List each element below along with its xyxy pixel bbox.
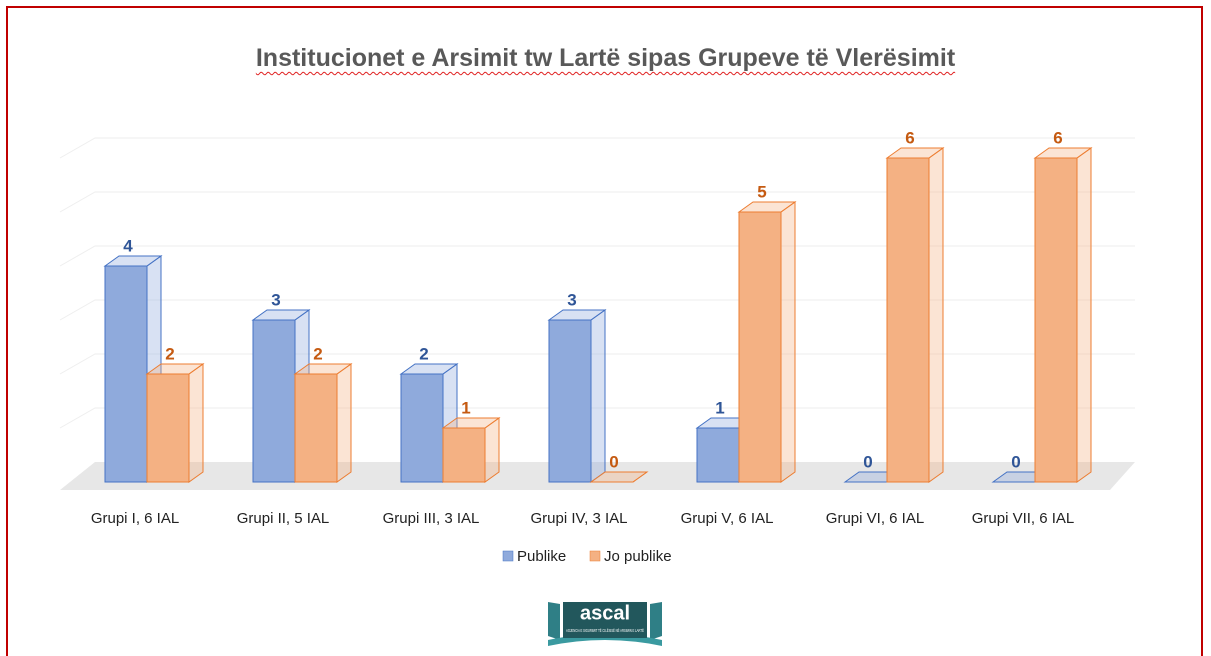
bar — [885, 147, 945, 483]
data-label: 5 — [757, 182, 766, 201]
logo-book — [548, 602, 662, 640]
data-label: 0 — [863, 452, 872, 471]
bar — [145, 363, 205, 483]
data-label: 3 — [567, 290, 576, 309]
bar-side — [780, 201, 796, 483]
bar-front — [104, 265, 148, 483]
chart-title: Institucionet e Arsimit tw Lartë sipas G… — [255, 44, 956, 72]
grid-line — [59, 299, 1135, 321]
bar-front — [252, 319, 296, 483]
bar — [547, 309, 607, 483]
grid-line — [59, 407, 1135, 429]
bar-side — [590, 309, 606, 483]
data-label: 0 — [609, 452, 618, 471]
bar-side — [928, 147, 944, 483]
frame — [6, 6, 1203, 656]
bar — [589, 471, 649, 483]
bar — [251, 309, 311, 483]
bar — [441, 417, 501, 483]
bar-front — [1034, 157, 1078, 483]
x-tick-label: Grupi V, 6 IAL — [681, 510, 774, 527]
bar-front — [294, 373, 338, 483]
bar-front — [548, 319, 592, 483]
legend-label: Publike — [517, 548, 566, 565]
data-label: 1 — [715, 398, 724, 417]
data-label: 6 — [905, 128, 914, 147]
bar-front — [738, 211, 782, 483]
data-label: 2 — [313, 344, 322, 363]
bar-side — [484, 417, 500, 483]
grid-line — [59, 353, 1135, 375]
legend-swatch — [502, 550, 514, 562]
logo-name: ascal — [580, 602, 630, 624]
x-tick-label: Grupi II, 5 IAL — [237, 510, 330, 527]
bar-side — [188, 363, 204, 483]
x-tick-label: Grupi VII, 6 IAL — [972, 510, 1075, 527]
bar-front — [886, 157, 930, 483]
x-tick-label: Grupi VI, 6 IAL — [826, 510, 924, 527]
data-label: 6 — [1053, 128, 1062, 147]
x-tick-label: Grupi IV, 3 IAL — [530, 510, 627, 527]
bar-side — [1076, 147, 1092, 483]
legend-label: Jo publike — [604, 548, 672, 565]
data-label: 2 — [419, 344, 428, 363]
data-label: 0 — [1011, 452, 1020, 471]
x-tick-label: Grupi III, 3 IAL — [383, 510, 480, 527]
bar-front — [696, 427, 740, 483]
bar — [737, 201, 797, 483]
bar-top — [589, 471, 649, 483]
data-label: 1 — [461, 398, 470, 417]
grid-line — [59, 191, 1135, 213]
bar — [1033, 147, 1093, 483]
data-label: 4 — [123, 236, 133, 255]
grid-line — [59, 245, 1135, 267]
data-label: 3 — [271, 290, 280, 309]
bar-side — [336, 363, 352, 483]
bar-front — [442, 427, 486, 483]
x-tick-label: Grupi I, 6 IAL — [91, 510, 179, 527]
data-label: 2 — [165, 344, 174, 363]
legend-swatch — [589, 550, 601, 562]
logo-box — [563, 602, 647, 638]
bar-front — [400, 373, 444, 483]
bar-front — [146, 373, 190, 483]
grid-line — [59, 137, 1135, 159]
logo-subtitle: AGJENCIA E SIGURIMIT TË CILËSISË NË ARSI… — [566, 627, 644, 633]
bar — [293, 363, 353, 483]
